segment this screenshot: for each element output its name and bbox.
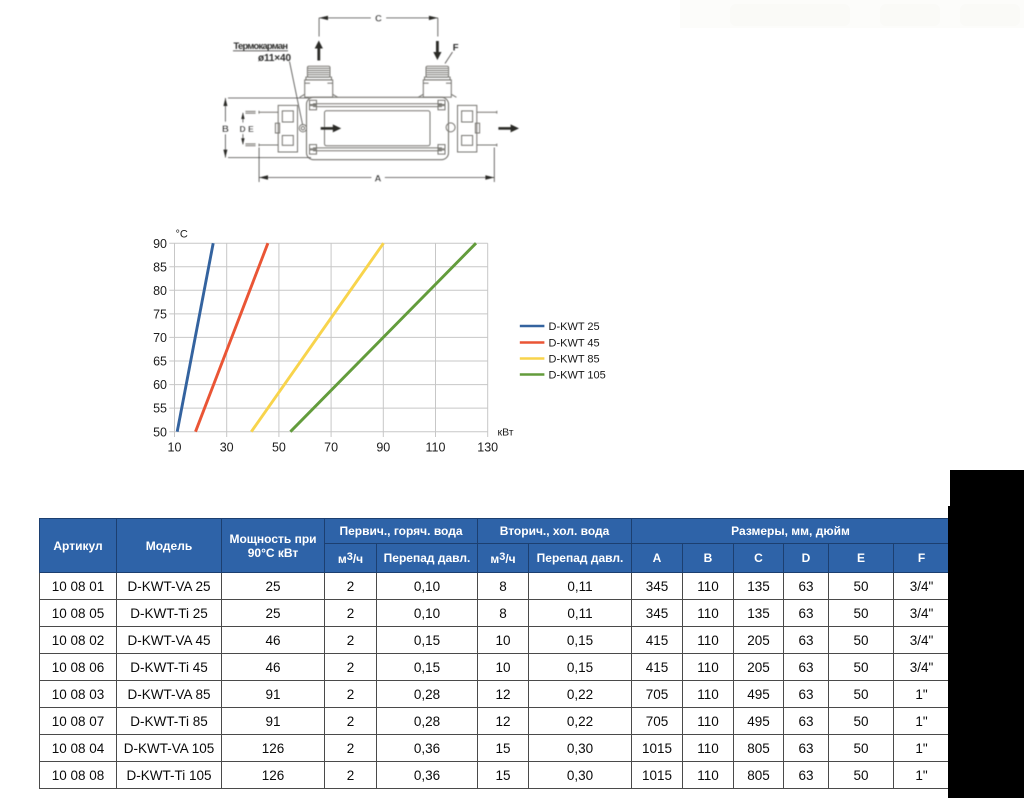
svg-text:80: 80 <box>153 284 167 298</box>
svg-text:Термокарман: Термокарман <box>234 41 289 51</box>
svg-text:A: A <box>375 173 382 184</box>
svg-text:130: 130 <box>477 441 498 455</box>
svg-text:70: 70 <box>153 331 167 345</box>
svg-text:65: 65 <box>153 355 167 369</box>
svg-text:B: B <box>222 124 229 135</box>
svg-text:10: 10 <box>168 441 182 455</box>
svg-text:75: 75 <box>153 308 167 322</box>
svg-text:55: 55 <box>153 402 167 416</box>
svg-text:90: 90 <box>376 441 390 455</box>
svg-text:50: 50 <box>153 425 167 439</box>
svg-text:60: 60 <box>153 378 167 392</box>
svg-text:50: 50 <box>272 441 286 455</box>
svg-text:70: 70 <box>324 441 338 455</box>
svg-text:D-KWT 105: D-KWT 105 <box>549 369 606 381</box>
svg-text:90: 90 <box>153 237 167 251</box>
svg-text:D-KWT 45: D-KWT 45 <box>549 337 600 349</box>
svg-text:°C: °C <box>176 229 188 241</box>
svg-text:D-KWT 25: D-KWT 25 <box>549 321 600 333</box>
svg-text:F: F <box>453 43 459 54</box>
svg-text:кВт: кВт <box>498 427 514 439</box>
svg-text:110: 110 <box>426 441 446 455</box>
svg-text:C: C <box>375 14 382 25</box>
svg-text:85: 85 <box>153 260 167 274</box>
svg-text:ø11×40: ø11×40 <box>258 53 291 64</box>
svg-text:D-KWT 85: D-KWT 85 <box>549 353 600 365</box>
svg-text:D E: D E <box>240 124 255 134</box>
svg-text:30: 30 <box>220 441 234 455</box>
